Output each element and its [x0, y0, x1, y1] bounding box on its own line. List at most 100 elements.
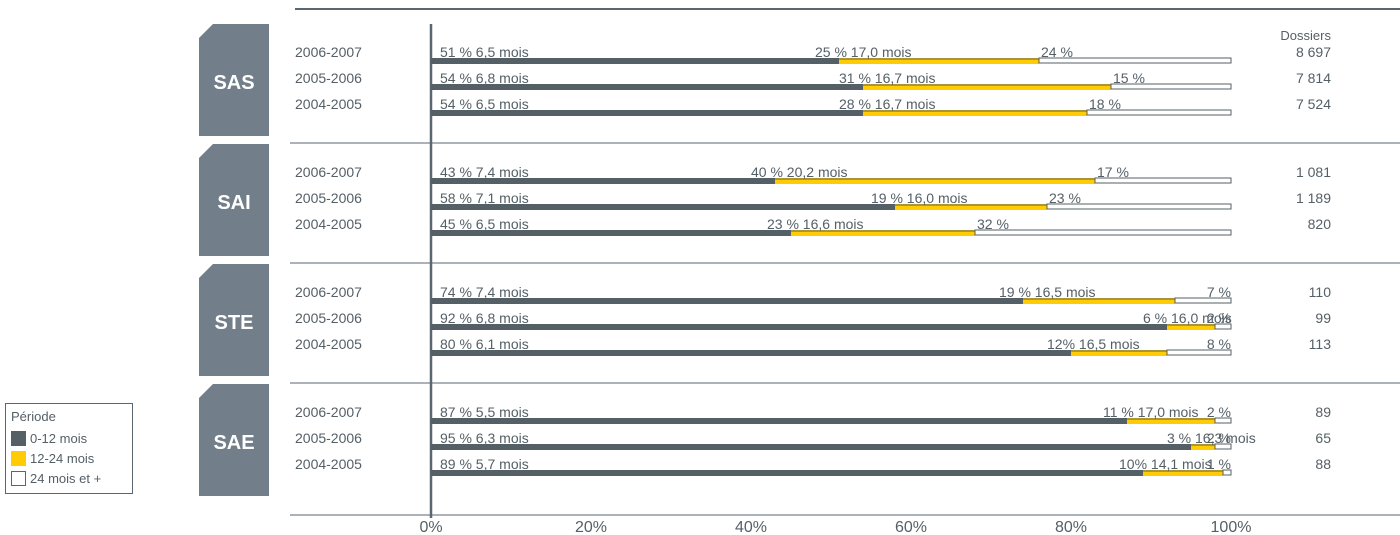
segment-label-24-plus: 2 %: [1207, 430, 1231, 446]
bar-segment-12-24: [839, 58, 1039, 64]
count-value: 99: [1315, 310, 1331, 326]
bar-segment-0-12: [431, 110, 863, 116]
legend-title: Période: [11, 409, 56, 424]
period-label: 2005-2006: [295, 430, 362, 446]
legend-swatch-12-24: [11, 450, 26, 466]
segment-label-24-plus: 18 %: [1089, 96, 1121, 112]
segment-label-12-24: 23 % 16,6 mois: [767, 216, 864, 232]
segment-label-12-24: 11 % 17,0 mois: [1103, 404, 1198, 420]
group-tab: [199, 24, 269, 136]
bar-segment-0-12: [431, 178, 775, 184]
segment-label-12-24: 19 % 16,0 mois: [871, 190, 968, 206]
segment-label-12-24: 10% 14,1 mois: [1119, 456, 1212, 472]
bar-segment-24-plus: [1046, 203, 1232, 210]
legend-label-0-12: 0-12 mois: [30, 430, 88, 446]
x-tick-label: 20%: [575, 519, 607, 535]
bar-segment-24-plus: [1222, 469, 1232, 476]
period-label: 2005-2006: [295, 70, 362, 86]
group-tab: [199, 384, 269, 496]
count-value: 88: [1315, 456, 1331, 472]
bar-segment-0-12: [431, 298, 1023, 304]
bar-segment-12-24: [775, 178, 1095, 184]
segment-label-0-12: 58 % 7,1 mois: [440, 190, 529, 206]
bar-segment-12-24: [863, 84, 1111, 90]
count-value: 89: [1315, 404, 1331, 420]
bar-segment-24-plus: [1174, 297, 1232, 304]
bar-segment-0-12: [431, 324, 1167, 330]
bar-segment-24-plus: [1110, 83, 1232, 90]
bar-segment-24-plus: [974, 229, 1232, 236]
bar-segment-12-24: [1167, 324, 1215, 330]
segment-label-12-24: 12% 16,5 mois: [1047, 336, 1140, 352]
segment-label-0-12: 87 % 5,5 mois: [440, 404, 529, 420]
bar-segment-0-12: [431, 418, 1127, 424]
count-value: 8 697: [1296, 44, 1331, 60]
segment-label-12-24: 31 % 16,7 mois: [839, 70, 936, 86]
segment-label-12-24: 25 % 17,0 mois: [815, 44, 912, 60]
segment-label-0-12: 43 % 7,4 mois: [440, 164, 529, 180]
bar-segment-0-12: [431, 350, 1071, 356]
segment-label-24-plus: 7 %: [1207, 284, 1231, 300]
segment-label-24-plus: 17 %: [1097, 164, 1129, 180]
bar-segment-24-plus: [1038, 57, 1232, 64]
bar-segment-0-12: [431, 444, 1191, 450]
count-value: 820: [1308, 216, 1332, 232]
bar-segment-24-plus: [1086, 109, 1232, 116]
bar-segment-24-plus: [1214, 443, 1232, 450]
legend-label-24-plus: 24 mois et +: [30, 470, 102, 486]
bar-segment-0-12: [431, 470, 1143, 476]
bar-segment-24-plus: [1166, 349, 1232, 356]
period-label: 2006-2007: [295, 44, 362, 60]
bar-segment-24-plus: [1214, 323, 1232, 330]
group-label: SAS: [213, 72, 254, 94]
segment-label-24-plus: 24 %: [1041, 44, 1073, 60]
group-label: SAE: [213, 432, 254, 454]
segment-label-12-24: 40 % 20,2 mois: [751, 164, 848, 180]
bar-segment-12-24: [1143, 470, 1223, 476]
segment-label-0-12: 54 % 6,8 mois: [440, 70, 529, 86]
bar-segment-0-12: [431, 84, 863, 90]
count-value: 110: [1309, 284, 1332, 300]
segment-label-0-12: 95 % 6,3 mois: [440, 430, 529, 446]
bar-segment-0-12: [431, 58, 839, 64]
period-label: 2004-2005: [295, 96, 362, 112]
segment-label-12-24: 28 % 16,7 mois: [839, 96, 936, 112]
segment-label-12-24: 6 % 16,0 mois: [1143, 310, 1232, 326]
segment-label-24-plus: 23 %: [1049, 190, 1081, 206]
segment-label-12-24: 3 % 16,3 mois: [1167, 430, 1256, 446]
segment-label-12-24: 19 % 16,5 mois: [999, 284, 1096, 300]
segment-label-0-12: 89 % 5,7 mois: [440, 456, 529, 472]
period-label: 2005-2006: [295, 190, 362, 206]
period-label: 2006-2007: [295, 284, 362, 300]
x-tick-label: 60%: [895, 519, 927, 535]
x-tick-label: 0%: [419, 519, 442, 535]
segment-label-24-plus: 2 %: [1207, 404, 1231, 420]
legend-item-12-24: 12-24 mois: [11, 448, 132, 468]
segment-label-24-plus: 15 %: [1113, 70, 1145, 86]
legend-label-12-24: 12-24 mois: [30, 450, 95, 466]
bar-segment-12-24: [895, 204, 1047, 210]
segment-label-24-plus: 32 %: [977, 216, 1009, 232]
period-label: 2005-2006: [295, 310, 362, 326]
bar-segment-0-12: [431, 204, 895, 210]
segment-label-0-12: 74 % 7,4 mois: [440, 284, 529, 300]
bar-segment-0-12: [431, 230, 791, 236]
legend-swatch-24-plus: [11, 470, 26, 486]
bar-segment-12-24: [1023, 298, 1175, 304]
bar-segment-24-plus: [1214, 417, 1232, 424]
count-value: 113: [1309, 336, 1332, 352]
segment-label-24-plus: 1 %: [1207, 456, 1231, 472]
period-label: 2006-2007: [295, 164, 362, 180]
group-label: STE: [215, 312, 254, 334]
segment-label-0-12: 92 % 6,8 mois: [440, 310, 529, 326]
period-label: 2006-2007: [295, 404, 362, 420]
segment-label-24-plus: 2 %: [1207, 310, 1231, 326]
segment-label-0-12: 45 % 6,5 mois: [440, 216, 529, 232]
x-tick-label: 100%: [1211, 519, 1252, 535]
segment-label-0-12: 51 % 6,5 mois: [440, 44, 529, 60]
period-label: 2004-2005: [295, 336, 362, 352]
legend-item-24-plus: 24 mois et +: [11, 468, 132, 488]
legend-swatch-0-12: [11, 430, 26, 446]
count-value: 65: [1315, 430, 1331, 446]
